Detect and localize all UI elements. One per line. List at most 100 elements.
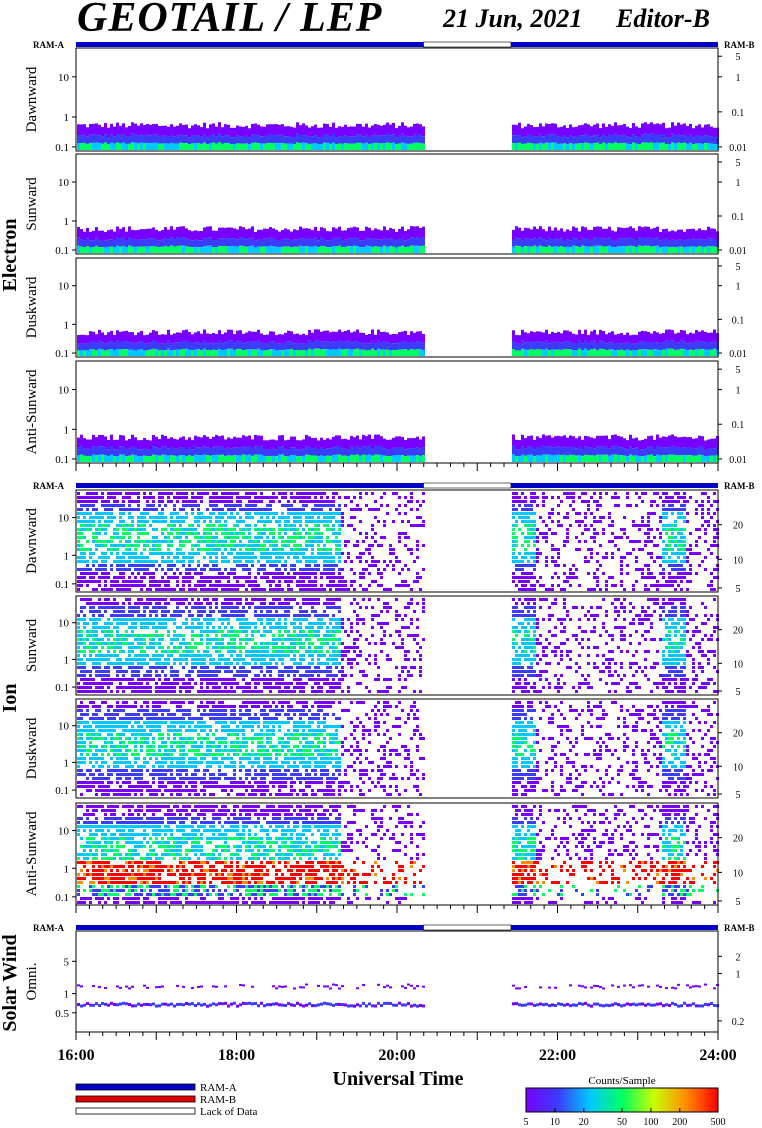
cell [308, 588, 311, 591]
cell [86, 448, 89, 456]
cell [221, 524, 224, 527]
cell [407, 136, 410, 144]
cell [173, 349, 176, 356]
cell [554, 560, 557, 563]
cell [149, 332, 152, 343]
cell [125, 548, 128, 551]
cell [311, 568, 314, 571]
cell [308, 238, 311, 247]
cell [416, 455, 419, 462]
cell [314, 512, 317, 515]
cell [164, 540, 167, 543]
cell [560, 228, 563, 239]
cell [281, 492, 284, 495]
cell [623, 438, 626, 449]
cell [680, 580, 683, 583]
cell [542, 342, 545, 350]
cell [116, 504, 119, 507]
cell [326, 247, 329, 253]
cell [290, 436, 293, 448]
cell [137, 544, 140, 547]
cell [293, 455, 296, 462]
cell [302, 548, 305, 551]
cell [392, 239, 395, 247]
cell [374, 560, 377, 563]
cell [266, 343, 269, 351]
cell [563, 435, 566, 447]
cell [701, 239, 704, 247]
cell [518, 560, 521, 563]
cell [170, 500, 173, 503]
cell [542, 126, 545, 137]
cell [662, 576, 665, 579]
cell [224, 544, 227, 547]
cell [206, 245, 209, 253]
cell [380, 544, 383, 547]
cell [332, 447, 335, 456]
cell [116, 226, 119, 238]
cell [245, 135, 248, 144]
cell [194, 446, 197, 455]
cell [575, 548, 578, 551]
cell [182, 508, 185, 511]
y-tick-label: 10 [58, 385, 70, 397]
cell [125, 584, 128, 587]
cell [524, 349, 527, 356]
cell [608, 134, 611, 143]
cell [386, 588, 389, 591]
cell [404, 230, 407, 241]
cell [188, 341, 191, 350]
cell [698, 435, 701, 447]
cell [245, 492, 248, 495]
cell [407, 520, 410, 523]
cell [665, 447, 668, 456]
cell [686, 343, 689, 351]
cell [173, 524, 176, 527]
cell [578, 512, 581, 515]
cell [203, 564, 206, 567]
cell [323, 588, 326, 591]
cell [713, 528, 716, 531]
cell [332, 436, 335, 448]
cell [524, 548, 527, 551]
cell [557, 127, 560, 137]
cell [527, 333, 530, 343]
cell [314, 226, 317, 238]
cell [605, 446, 608, 455]
cell [137, 349, 140, 356]
cell [140, 532, 143, 535]
cell [179, 496, 182, 499]
cell [107, 576, 110, 579]
cell [95, 512, 98, 515]
cell [272, 532, 275, 535]
cell [125, 492, 128, 495]
cell [104, 240, 107, 248]
cell [110, 123, 113, 135]
cell [596, 446, 599, 455]
cell [377, 239, 380, 247]
cell [329, 568, 332, 571]
cell [626, 552, 629, 555]
cell [683, 447, 686, 456]
cell [161, 520, 164, 523]
cell [83, 552, 86, 555]
cell [212, 332, 215, 343]
cell [116, 588, 119, 591]
cell [269, 349, 272, 356]
cell [410, 237, 413, 246]
cell [557, 246, 560, 253]
cell [686, 143, 689, 150]
cell [146, 334, 149, 344]
cell [242, 528, 245, 531]
cell [512, 246, 515, 253]
cell [200, 548, 203, 551]
cell [611, 239, 614, 247]
cell [353, 455, 356, 462]
cell [89, 580, 92, 583]
cell [632, 134, 635, 143]
cell [401, 584, 404, 587]
cell [206, 455, 209, 462]
cell [161, 556, 164, 559]
cell [683, 516, 686, 519]
cell [689, 544, 692, 547]
